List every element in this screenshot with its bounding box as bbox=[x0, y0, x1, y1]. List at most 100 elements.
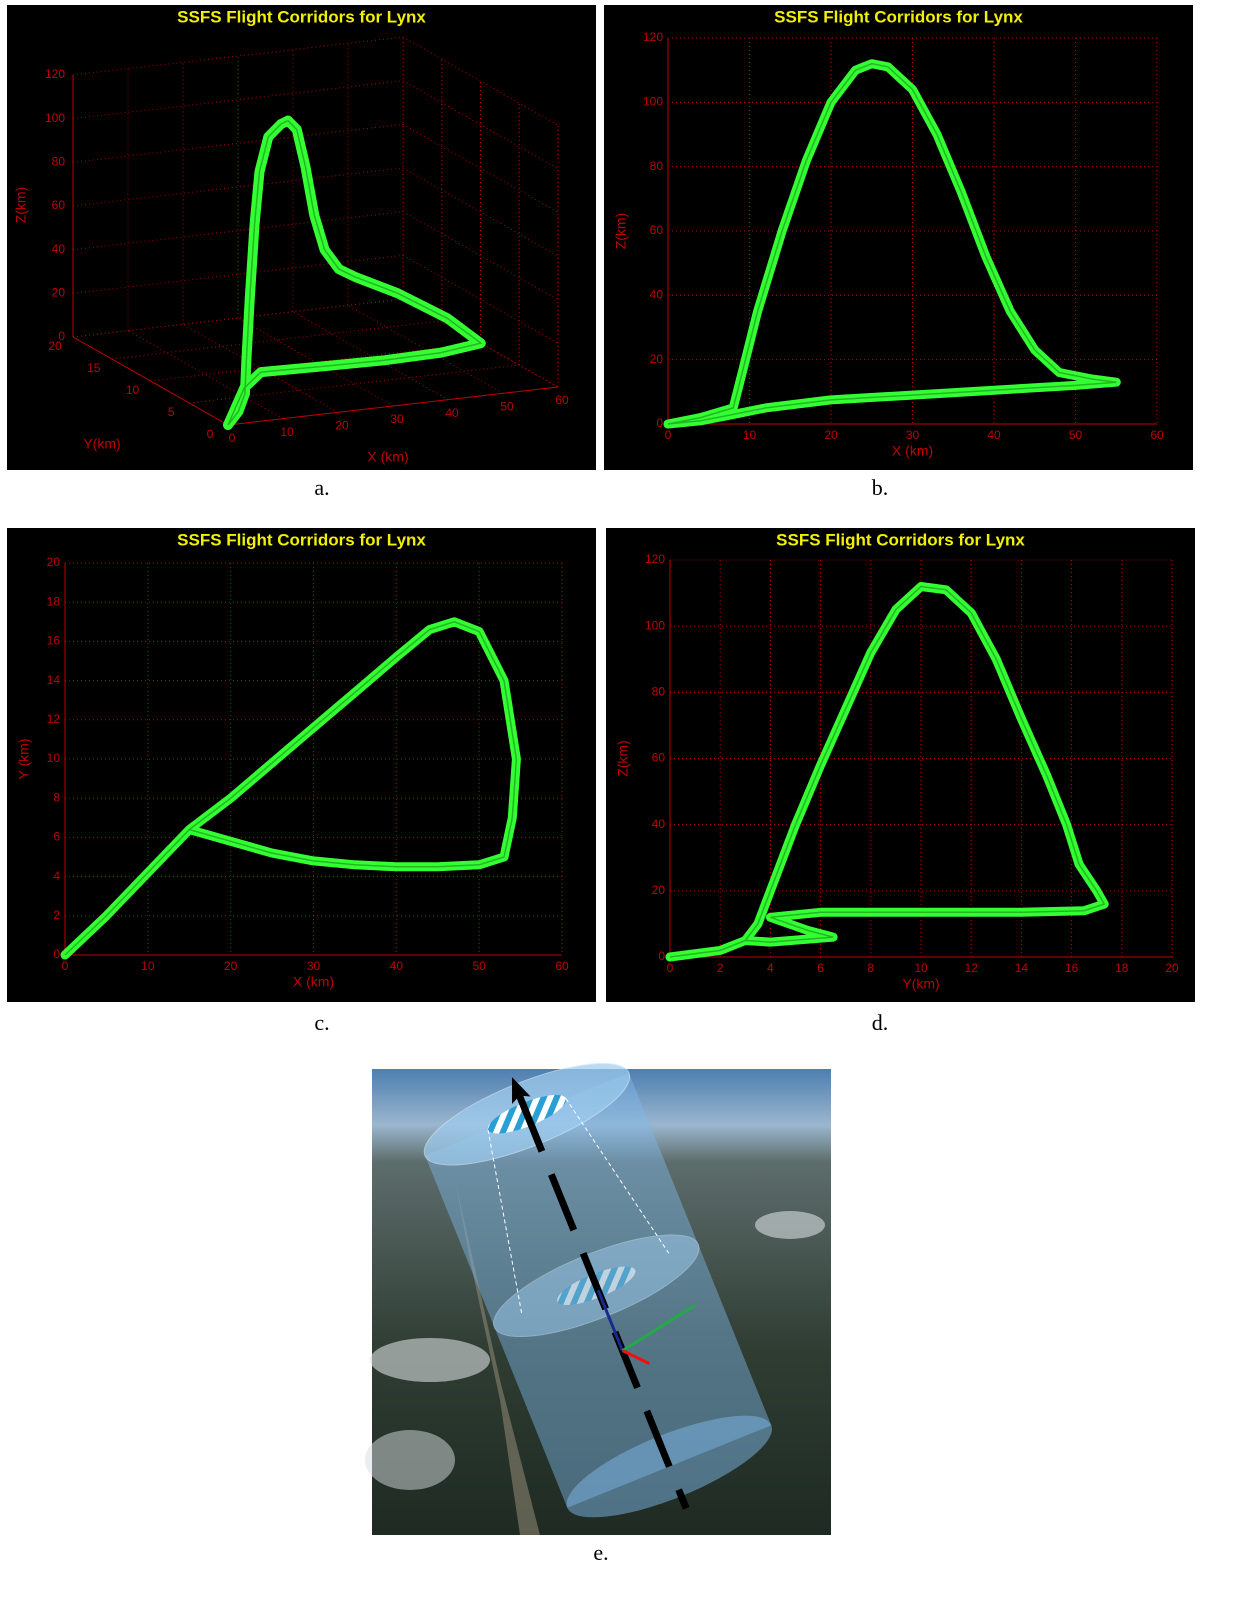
y-tick-label: 4 bbox=[53, 869, 60, 883]
grid-line bbox=[72, 123, 404, 163]
x-tick-label: 0 bbox=[667, 961, 674, 975]
x-tick-label: 30 bbox=[390, 412, 404, 426]
x-tick-label: 16 bbox=[1065, 961, 1079, 975]
grid-line bbox=[189, 364, 520, 404]
y-tick-label: 20 bbox=[652, 883, 666, 897]
trajectory-core bbox=[227, 119, 483, 426]
guide-line bbox=[565, 1098, 671, 1257]
chart-title: SSFS Flight Corridors for Lynx bbox=[177, 7, 426, 26]
cylinder-bottom bbox=[566, 1415, 772, 1518]
x-axis-label: X (km) bbox=[892, 443, 933, 459]
x-tick-label: 40 bbox=[987, 428, 1001, 442]
axis-line bbox=[227, 386, 559, 426]
y-axis-label: Z(km) bbox=[615, 740, 631, 777]
y-tick-label: 20 bbox=[47, 555, 61, 569]
y-tick-label: 2 bbox=[53, 908, 60, 922]
trajectory-core bbox=[669, 585, 1106, 958]
grid-line bbox=[127, 330, 284, 420]
cloud bbox=[365, 1430, 455, 1490]
panel-e bbox=[365, 1062, 831, 1535]
guide-line bbox=[487, 1129, 523, 1316]
grid-line bbox=[182, 323, 339, 413]
y-tick-label: 6 bbox=[53, 830, 60, 844]
x-tick-label: 30 bbox=[906, 428, 920, 442]
y-tick-label: 0 bbox=[207, 427, 214, 441]
x-tick-label: 0 bbox=[229, 431, 236, 445]
x-tick-label: 40 bbox=[445, 406, 459, 420]
panel-a bbox=[7, 5, 596, 470]
grid-line bbox=[402, 36, 559, 126]
grid-line bbox=[237, 317, 394, 407]
grid-line bbox=[150, 342, 481, 382]
y-tick-label: 100 bbox=[643, 95, 663, 109]
x-tick-label: 8 bbox=[867, 961, 874, 975]
x-tick-label: 40 bbox=[390, 959, 404, 973]
y-tick-label: 120 bbox=[643, 30, 663, 44]
frame-axis bbox=[596, 1289, 624, 1352]
grid-line bbox=[72, 298, 404, 338]
z-tick-label: 0 bbox=[58, 329, 65, 343]
chart-title: SSFS Flight Corridors for Lynx bbox=[776, 530, 1025, 549]
grid-line bbox=[402, 298, 559, 388]
x-tick-label: 0 bbox=[665, 428, 672, 442]
trajectory-core bbox=[667, 62, 1117, 425]
caption: e. bbox=[593, 1540, 608, 1565]
panel-d bbox=[606, 528, 1195, 1002]
caption: b. bbox=[872, 475, 889, 500]
x-tick-label: 6 bbox=[817, 961, 824, 975]
z-tick-label: 80 bbox=[52, 155, 66, 169]
y-tick-label: 10 bbox=[47, 751, 61, 765]
frame-axis bbox=[621, 1349, 650, 1365]
y-axis-label: Y (km) bbox=[16, 739, 32, 780]
x-tick-label: 60 bbox=[1150, 428, 1164, 442]
grid-line bbox=[402, 211, 559, 301]
x-axis-label: X (km) bbox=[367, 449, 408, 465]
y-axis-label: Y(km) bbox=[83, 436, 120, 452]
x-tick-label: 20 bbox=[335, 419, 349, 433]
x-tick-label: 20 bbox=[824, 428, 838, 442]
chart-title: SSFS Flight Corridors for Lynx bbox=[774, 7, 1023, 26]
y-tick-label: 80 bbox=[652, 685, 666, 699]
x-tick-label: 18 bbox=[1115, 961, 1129, 975]
y-tick-label: 0 bbox=[658, 949, 665, 963]
grid-line bbox=[402, 254, 559, 344]
axis-line bbox=[72, 336, 229, 426]
z-tick-label: 40 bbox=[52, 242, 66, 256]
x-tick-label: 30 bbox=[307, 959, 321, 973]
y-tick-label: 100 bbox=[645, 618, 665, 632]
y-tick-label: 5 bbox=[168, 405, 175, 419]
caption: d. bbox=[872, 1010, 889, 1035]
y-tick-label: 16 bbox=[47, 634, 61, 648]
y-tick-label: 120 bbox=[645, 552, 665, 566]
x-tick-label: 10 bbox=[743, 428, 757, 442]
y-axis-label: Z(km) bbox=[613, 213, 629, 250]
x-tick-label: 14 bbox=[1015, 961, 1029, 975]
cloud bbox=[370, 1338, 490, 1382]
z-tick-label: 120 bbox=[45, 67, 65, 81]
x-tick-label: 10 bbox=[280, 425, 294, 439]
x-tick-label: 20 bbox=[1165, 961, 1179, 975]
y-tick-label: 20 bbox=[650, 352, 664, 366]
grid-line bbox=[72, 211, 404, 251]
z-tick-label: 60 bbox=[52, 198, 66, 212]
y-tick-label: 60 bbox=[650, 223, 664, 237]
x-tick-label: 20 bbox=[224, 959, 238, 973]
corridor-cylinder bbox=[423, 1062, 772, 1518]
x-tick-label: 50 bbox=[472, 959, 486, 973]
x-tick-label: 10 bbox=[914, 961, 928, 975]
x-tick-label: 0 bbox=[62, 959, 69, 973]
frame-axis bbox=[621, 1303, 697, 1352]
grid-line bbox=[72, 80, 404, 120]
grid-line bbox=[402, 80, 559, 170]
y-tick-label: 10 bbox=[126, 383, 140, 397]
grid-line bbox=[72, 254, 404, 294]
x-axis-label: Y(km) bbox=[902, 976, 939, 992]
grid-line bbox=[292, 311, 449, 401]
x-tick-label: 10 bbox=[141, 959, 155, 973]
x-tick-label: 4 bbox=[767, 961, 774, 975]
y-tick-label: 15 bbox=[87, 361, 101, 375]
y-tick-label: 0 bbox=[656, 416, 663, 430]
cloud bbox=[755, 1211, 825, 1239]
grid-line bbox=[72, 167, 404, 207]
